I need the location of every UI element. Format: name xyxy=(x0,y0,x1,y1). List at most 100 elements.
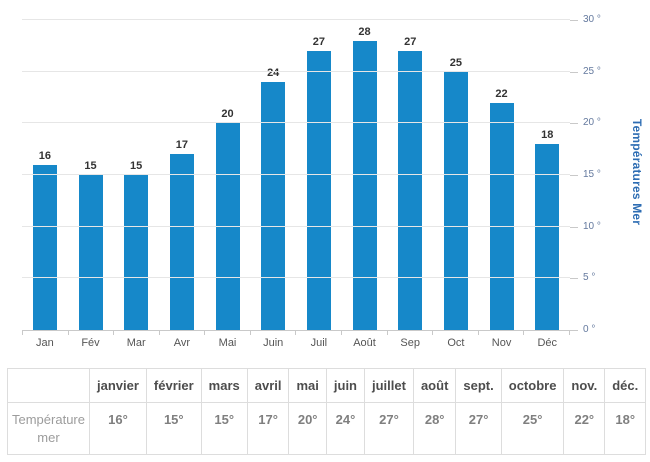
table-value-cell: 28° xyxy=(412,401,457,456)
temperature-table: janvier février mars avril mai juin juillet aoû… xyxy=(7,368,647,456)
x-axis-tick xyxy=(114,331,160,335)
table-corner-cell xyxy=(7,368,90,403)
table-row: Température mer 16° 15° 15° 17° 20° 24° 27° 28° 2… xyxy=(7,401,647,456)
bar-jan xyxy=(32,164,57,330)
gridline xyxy=(22,70,570,72)
table-value-cell: 24° xyxy=(325,401,366,456)
table-header-month: juin xyxy=(325,368,366,403)
bars-container: 16 15 15 17 20 24 27 28 27 25 22 18 xyxy=(22,20,570,330)
bar-slot: 15 xyxy=(113,20,159,330)
y-axis-tick-label: 20 ° xyxy=(583,117,601,129)
table-row: janvier février mars avril mai juin juillet aoû… xyxy=(7,368,647,403)
gridline xyxy=(22,225,570,227)
x-axis-label: Août xyxy=(353,337,376,349)
bar-value-label: 20 xyxy=(221,108,234,121)
x-axis-tick xyxy=(342,331,388,335)
x-axis-label: Fév xyxy=(81,337,100,349)
bar-slot: 22 xyxy=(479,20,525,330)
bar-value-label: 15 xyxy=(84,160,97,172)
x-axis-tick xyxy=(23,331,69,335)
table-body: Température mer 16° 15° 15° 17° 20° 24° 27° 28° 2… xyxy=(7,401,647,456)
gridline xyxy=(22,174,570,175)
x-axis-label: Avr xyxy=(173,337,190,349)
table-value-cell: 15° xyxy=(145,401,202,456)
bar-value-label: 25 xyxy=(449,56,462,69)
table-header-month: nov. xyxy=(563,368,606,403)
bar-mar xyxy=(124,175,149,330)
bar-value-label: 28 xyxy=(358,25,371,38)
bar-value-label: 24 xyxy=(267,67,280,79)
bar-nov xyxy=(489,102,514,330)
bar-août xyxy=(352,40,377,330)
bar-value-label: 27 xyxy=(404,36,417,48)
x-axis-label: Nov xyxy=(491,337,512,349)
bar-slot: 18 xyxy=(524,20,570,330)
y-axis-tick-label: 25 ° xyxy=(583,65,601,77)
bar-slot: 24 xyxy=(250,20,296,330)
bar-slot: 17 xyxy=(159,20,205,330)
gridline xyxy=(22,19,570,20)
x-axis-label: Oct xyxy=(447,337,465,349)
x-axis-tick xyxy=(205,331,251,335)
x-axis-tick xyxy=(433,331,479,335)
table-value-cell: 20° xyxy=(288,401,327,456)
x-axis-label: Juil xyxy=(310,337,328,349)
y-axis-tick-label: 5 ° xyxy=(583,272,596,284)
table-header-month: août xyxy=(412,368,457,403)
x-axis-labels: Jan Fév Mar Avr Mai Juin Juil Août Sep Oct Nov Déc xyxy=(22,337,570,349)
bar-sep xyxy=(398,51,423,330)
x-axis-tick xyxy=(160,331,206,335)
bar-value-label: 18 xyxy=(541,129,554,141)
gridline xyxy=(22,122,570,124)
table-value-cell: 16° xyxy=(88,401,147,456)
table-header-month: avril xyxy=(246,368,290,403)
bar-oct xyxy=(443,71,468,330)
table-header-row: janvier février mars avril mai juin juillet aoû… xyxy=(7,368,647,403)
bar-juil xyxy=(306,51,331,330)
x-axis-tick xyxy=(69,331,115,335)
y-axis-title: Températures Mer xyxy=(630,118,644,226)
bar-value-label: 16 xyxy=(38,149,51,162)
table-row-label: Température mer xyxy=(7,401,90,456)
bar-fév xyxy=(78,175,103,330)
y-axis-tick xyxy=(570,278,578,280)
x-axis-tick xyxy=(296,331,343,335)
y-axis-tick xyxy=(570,330,578,331)
x-axis-tick xyxy=(479,331,525,335)
bar-value-label: 15 xyxy=(130,160,143,172)
y-axis-tick xyxy=(570,71,578,73)
table-value-cell: 27° xyxy=(455,401,502,456)
table-header-month: février xyxy=(145,368,202,403)
bar-value-label: 17 xyxy=(175,139,188,152)
x-axis-label: Jan xyxy=(35,337,54,349)
y-axis-tick-label: 0 ° xyxy=(583,324,596,335)
x-axis-label: Mai xyxy=(218,337,237,349)
table-header-month: juillet xyxy=(364,368,414,403)
bar-value-label: 27 xyxy=(312,36,325,48)
table-header-month: octobre xyxy=(500,368,565,403)
y-axis-tick xyxy=(570,175,578,176)
table-header-month: mars xyxy=(200,368,248,403)
bar-déc xyxy=(535,144,560,330)
table-header-month: sept. xyxy=(455,368,502,403)
bar-mai xyxy=(215,123,240,330)
y-axis-tick-label: 10 ° xyxy=(583,220,601,232)
bar-slot: 25 xyxy=(433,20,479,330)
x-axis-tick xyxy=(251,331,297,335)
sea-temperature-chart: 16 15 15 17 20 24 27 28 27 25 22 18 Jan Fév Mar Avr Mai… xyxy=(22,14,644,349)
bar-slot: 28 xyxy=(342,20,388,330)
y-axis-tick-label: 30 ° xyxy=(583,14,601,25)
gridline xyxy=(22,277,570,279)
bar-slot: 27 xyxy=(296,20,342,330)
bar-slot: 15 xyxy=(68,20,114,330)
table-header-month: janvier xyxy=(88,368,147,403)
table-value-cell: 22° xyxy=(563,401,606,456)
table-header-month: mai xyxy=(288,368,327,403)
table-header-month: déc. xyxy=(604,368,647,403)
x-axis-tick xyxy=(524,331,570,335)
bar-avr xyxy=(169,154,194,330)
y-axis-tick xyxy=(570,226,578,228)
table-value-cell: 17° xyxy=(246,401,290,456)
bar-slot: 27 xyxy=(387,20,433,330)
